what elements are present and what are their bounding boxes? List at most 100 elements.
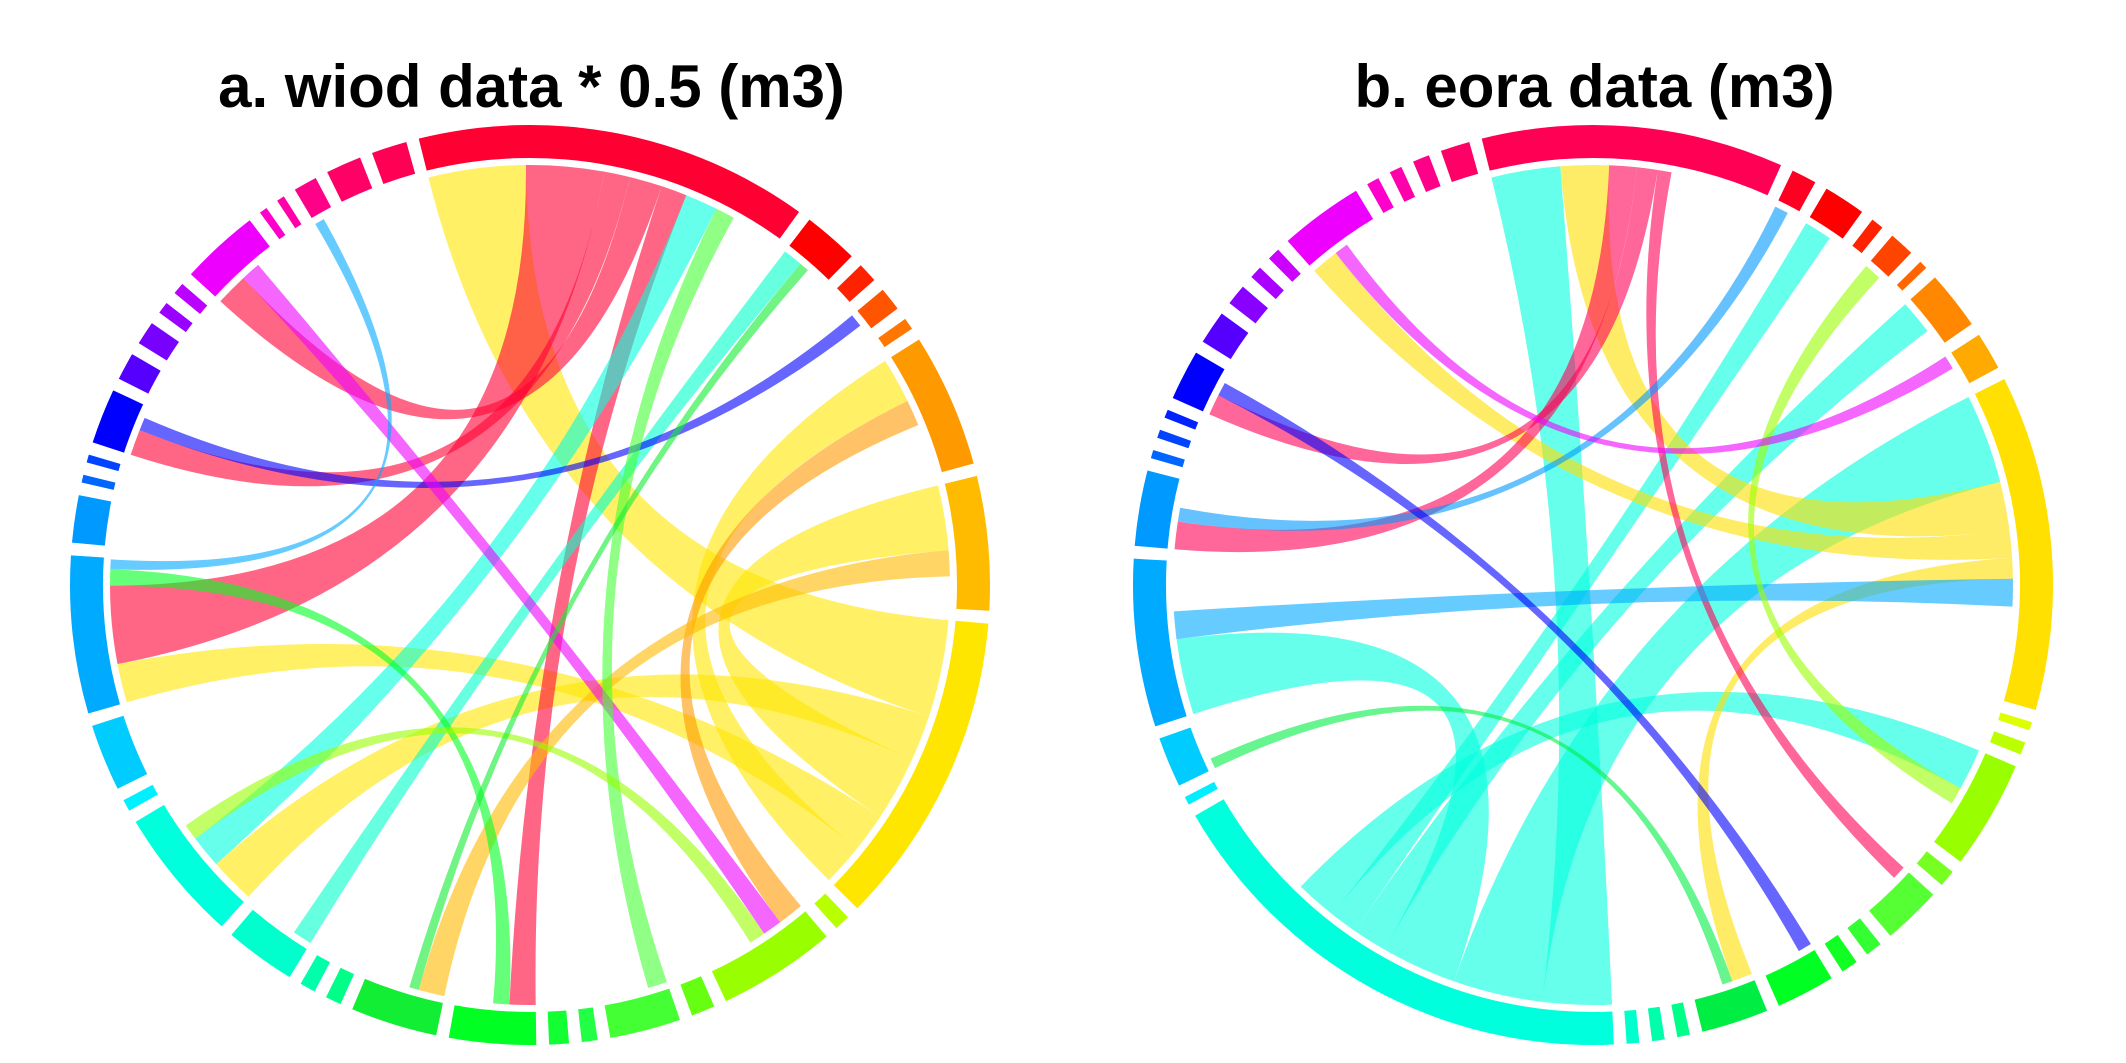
sector-arc — [1809, 188, 1863, 239]
sector-arc — [259, 207, 286, 240]
sector-arc — [1624, 1009, 1640, 1044]
sector-arc — [1195, 799, 1614, 1046]
chord-ribbon — [293, 251, 801, 944]
sector-arc — [878, 318, 913, 348]
sector-arc — [1287, 190, 1374, 266]
sector-arc — [1164, 409, 1199, 430]
chord-ribbon — [1300, 691, 1979, 915]
sector-arc — [1824, 934, 1857, 972]
sector-arc — [1778, 170, 1816, 212]
sector-arc — [578, 1007, 598, 1043]
chord-ribbon — [418, 550, 950, 997]
sector-arc — [1647, 1006, 1665, 1042]
sector-arc — [1229, 286, 1268, 324]
sector-arc — [138, 323, 179, 361]
sector-arc — [1481, 124, 1782, 196]
sector-arc — [300, 955, 331, 992]
sector-arc — [1172, 352, 1225, 412]
sector-arc — [71, 495, 112, 546]
sector-arc — [944, 475, 991, 611]
chord-ribbon — [692, 360, 908, 881]
sector-arc — [1184, 781, 1218, 805]
sector-arc — [547, 1010, 570, 1045]
sector-arc — [86, 454, 121, 472]
sector-arc — [837, 265, 875, 302]
sector-arc — [448, 1005, 537, 1046]
sector-arc — [1765, 950, 1832, 1006]
sector-arc — [123, 784, 158, 811]
sector-arc — [789, 219, 852, 280]
sector-arc — [814, 893, 849, 929]
chord-ribbon — [1560, 165, 2010, 537]
sector-arc — [294, 177, 332, 219]
sector-arc — [1440, 141, 1479, 183]
sector-arc — [1134, 470, 1180, 549]
chord-panel-b: b. eora data (m3) — [1063, 0, 2126, 1063]
chord-ribbon — [216, 674, 929, 897]
sector-arc — [604, 988, 680, 1038]
sector-arc — [1202, 313, 1249, 360]
sector-arc — [326, 967, 355, 1005]
sector-arc — [118, 354, 161, 394]
sector-ring — [70, 124, 991, 1046]
sector-arc — [1951, 334, 1999, 384]
chord-ribbon — [1748, 266, 1961, 804]
sector-arc — [1694, 980, 1768, 1032]
sector-arc — [1413, 155, 1441, 193]
chord-ribbon — [1176, 632, 1489, 982]
sector-arc — [833, 620, 989, 909]
sector-arc — [418, 124, 800, 239]
sector-arc — [135, 804, 244, 927]
sector-arc — [1150, 449, 1185, 468]
sector-arc — [1159, 727, 1209, 786]
sector-arc — [1896, 261, 1927, 291]
sector-arc — [1916, 851, 1953, 885]
panel-title-a: a. wiod data * 0.5 (m3) — [218, 53, 845, 120]
chord-ribbon — [1210, 705, 1733, 985]
sector-arc — [1910, 277, 1972, 343]
sector-arc — [1847, 918, 1881, 955]
sector-arc — [1157, 429, 1192, 449]
chord-ribbon — [680, 401, 919, 923]
sector-arc — [352, 978, 443, 1036]
chord-ribbon — [509, 186, 687, 1005]
sector-arc — [857, 289, 898, 329]
sector-arc — [1934, 753, 2016, 862]
panel-title-b: b. eora data (m3) — [1354, 53, 1835, 120]
ribbon-layer — [109, 165, 950, 1005]
sector-arc — [1268, 249, 1301, 282]
sector-ring — [1132, 124, 2053, 1046]
sector-arc — [711, 911, 827, 1002]
sector-arc — [1852, 219, 1883, 254]
chord-panel-a: a. wiod data * 0.5 (m3) — [70, 53, 991, 1046]
sector-arc — [174, 283, 208, 314]
sector-arc — [1998, 712, 2033, 731]
sector-arc — [891, 339, 974, 473]
chord-ribbon — [110, 165, 605, 665]
sector-arc — [372, 141, 416, 184]
ribbon-layer — [1173, 165, 2013, 1006]
sector-arc — [1974, 379, 2053, 710]
sector-arc — [1869, 872, 1934, 936]
chord-diagram-a — [70, 124, 991, 1046]
chord-ribbon — [1332, 223, 1830, 931]
chord-ribbon — [428, 165, 949, 717]
sector-arc — [277, 196, 302, 229]
sector-arc — [159, 303, 193, 333]
sector-arc — [190, 220, 270, 297]
chord-ribbon — [109, 569, 511, 1005]
sector-arc — [1870, 235, 1912, 277]
chord-ribbon — [1454, 396, 2001, 1002]
chord-ribbon — [243, 264, 781, 934]
sector-arc — [1251, 267, 1284, 300]
sector-arc — [92, 390, 144, 453]
sector-arc — [327, 157, 373, 202]
chord-ribbon — [1697, 557, 2013, 982]
sector-arc — [231, 909, 307, 978]
chord-ribbon — [1354, 304, 1928, 950]
chord-ribbon — [1646, 170, 1904, 878]
sector-arc — [1389, 166, 1416, 202]
chord-ribbon — [1173, 578, 2013, 640]
sector-arc — [92, 715, 148, 789]
chord-diagram-b — [1132, 124, 2053, 1046]
